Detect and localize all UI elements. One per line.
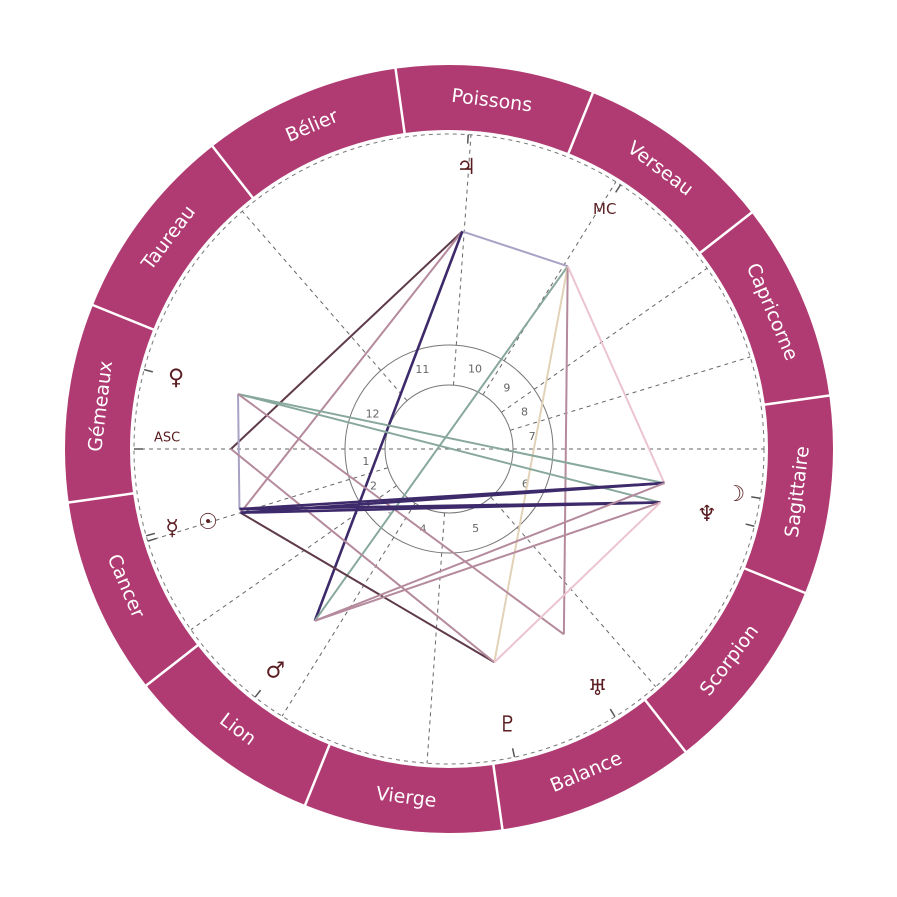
sign-divider — [566, 91, 595, 155]
aspect-line-jupiter-asc — [230, 230, 463, 450]
house-number: 6 — [522, 477, 529, 490]
house-cusp-line — [426, 512, 446, 764]
house-cusp-line — [241, 210, 408, 402]
zodiac-ring: BélierTaureauGémeauxCancerLionViergeBala… — [65, 65, 833, 833]
sign-divider — [91, 303, 155, 332]
house-number: 9 — [503, 382, 510, 395]
moon-icon[interactable]: ☽︎ — [726, 482, 746, 507]
sign-divider — [763, 394, 831, 406]
aspect-line-mars-moon — [314, 482, 665, 622]
house-number: 11 — [415, 363, 429, 376]
aspect-line-mc-mars — [313, 265, 569, 622]
house-number: 5 — [472, 522, 479, 535]
house-cusp-line — [147, 467, 388, 542]
house-cusps: 123456789101112 — [134, 134, 764, 764]
position-tick — [143, 368, 154, 373]
sign-divider — [303, 743, 332, 807]
venus-icon[interactable]: ♀︎ — [168, 365, 184, 390]
jupiter-icon[interactable]: ♃︎ — [456, 155, 476, 180]
house-number: 7 — [529, 430, 536, 443]
position-tick — [511, 748, 516, 758]
aspect-line-venus-moon — [237, 393, 665, 485]
house-ring-inner — [384, 384, 514, 514]
sign-divider — [210, 144, 255, 200]
mars-icon[interactable]: ♂︎ — [266, 659, 286, 684]
ascendant-label: ASC — [154, 431, 180, 446]
mercury-icon[interactable]: ☿︎ — [165, 516, 179, 541]
house-cusp-line — [510, 356, 751, 431]
aspect-line-venus-mercury — [237, 394, 241, 510]
position-tick — [254, 689, 262, 698]
aspect-line-mc-moon — [566, 265, 666, 484]
sign-divider — [698, 210, 754, 255]
sun-icon[interactable]: ☉︎ — [198, 510, 218, 535]
sign-divider — [394, 67, 406, 135]
aspect-line-venus-uranus — [237, 393, 565, 636]
house-cusp-line — [490, 496, 657, 688]
position-tick — [145, 532, 156, 537]
planet-glyphs: ♃︎ ♀︎ ☿︎ ☉︎ ♂︎ ♇︎ ♅︎ ♆︎ ☽︎ — [134, 134, 761, 758]
aspect-line-mc-pluto — [493, 265, 569, 663]
sign-divider — [643, 698, 688, 754]
neptune-icon[interactable]: ♆︎ — [697, 502, 717, 527]
house-ring-outer — [344, 344, 554, 554]
house-number: 8 — [521, 406, 528, 419]
position-tick — [615, 184, 622, 193]
aspect-line-jupiter-sun — [239, 230, 464, 514]
sign-divider — [492, 763, 504, 831]
house-cusp-line — [501, 267, 708, 413]
aspect-lines — [230, 230, 666, 664]
house-number: 4 — [420, 522, 427, 535]
house-number: 2 — [370, 479, 377, 492]
aspect-line-jupiter-mc — [461, 230, 569, 268]
pluto-icon[interactable]: ♇︎ — [498, 712, 518, 737]
aspect-line-pluto-neptune — [493, 501, 662, 663]
sign-divider — [743, 566, 807, 595]
position-tick — [751, 496, 761, 500]
house-cusp-line — [281, 503, 416, 717]
uranus-icon[interactable]: ♅︎ — [588, 676, 608, 701]
aspect-line-venus-neptune — [237, 393, 661, 504]
aspect-line-sun-neptune — [240, 501, 661, 515]
midheaven-label: MC — [593, 200, 616, 218]
aspect-line-mars-neptune — [314, 501, 661, 622]
sign-divider — [67, 492, 135, 504]
aspect-line-mc-uranus — [562, 266, 569, 635]
position-tick — [745, 523, 755, 527]
position-tick — [609, 708, 616, 718]
house-cusp-line — [482, 181, 617, 395]
sign-divider — [144, 643, 200, 688]
aspect-line-sun-moon — [240, 481, 665, 515]
house-cusp-line — [452, 134, 472, 386]
position-tick — [147, 537, 157, 542]
zodiac-ring-band — [65, 65, 833, 833]
house-number: 1 — [362, 455, 369, 468]
aspect-line-asc-pluto — [230, 448, 495, 664]
house-number: 10 — [468, 363, 482, 376]
house-number: 12 — [366, 408, 380, 421]
aspect-line-sun-pluto — [240, 511, 495, 664]
position-tick — [466, 134, 469, 144]
